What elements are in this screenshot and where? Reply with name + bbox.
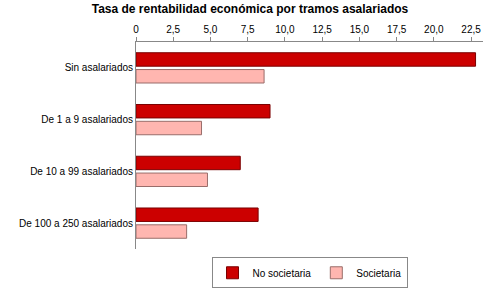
svg-text:De 100 a 250 asalariados: De 100 a 250 asalariados [19,218,133,229]
svg-text:22,5: 22,5 [461,24,481,35]
svg-text:De 1 a 9 asalariados: De 1 a 9 asalariados [41,114,133,125]
svg-text:12,5: 12,5 [312,24,332,35]
svg-text:Societaria: Societaria [356,268,401,279]
svg-text:No societaria: No societaria [253,268,312,279]
svg-text:10,0: 10,0 [275,24,295,35]
svg-text:17,5: 17,5 [387,24,407,35]
svg-text:15,0: 15,0 [350,24,370,35]
svg-text:20,0: 20,0 [424,24,444,35]
svg-text:Tasa de rentabilidad económica: Tasa de rentabilidad económica por tramo… [92,2,409,16]
svg-text:2,5: 2,5 [166,24,180,35]
svg-text:7,5: 7,5 [241,24,255,35]
svg-text:De 10 a 99 asalariados: De 10 a 99 asalariados [30,166,133,177]
svg-text:5,0: 5,0 [204,24,218,35]
svg-text:0: 0 [133,24,139,35]
svg-text:Sin asalariados: Sin asalariados [65,62,133,73]
